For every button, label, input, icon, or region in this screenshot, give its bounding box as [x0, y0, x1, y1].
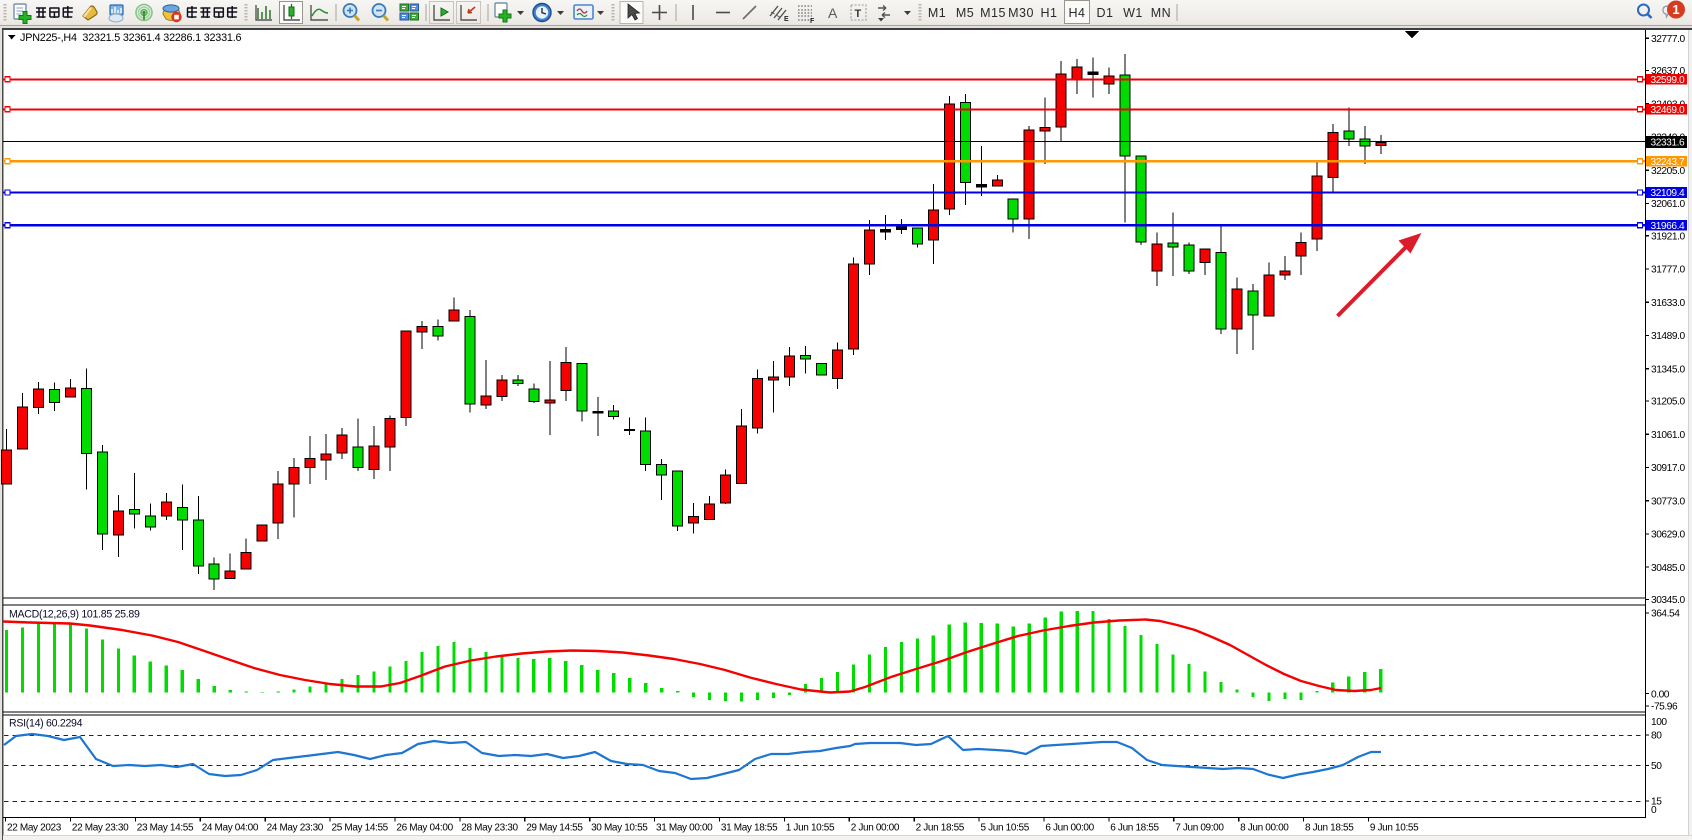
- svg-text:2 Jun 00:00: 2 Jun 00:00: [851, 823, 900, 834]
- svg-text:31489.0: 31489.0: [1651, 331, 1685, 342]
- svg-text:6 Jun 18:55: 6 Jun 18:55: [1110, 823, 1159, 834]
- svg-text:9 Jun 10:55: 9 Jun 10:55: [1370, 823, 1419, 834]
- svg-text:T: T: [855, 8, 862, 20]
- svg-text:30485.0: 30485.0: [1651, 563, 1685, 574]
- svg-text:31 May 00:00: 31 May 00:00: [656, 823, 713, 834]
- svg-text:29 May 14:55: 29 May 14:55: [526, 823, 583, 834]
- svg-text:31061.0: 31061.0: [1651, 430, 1685, 441]
- svg-text:30 May 10:55: 30 May 10:55: [591, 823, 648, 834]
- svg-text:24 May 04:00: 24 May 04:00: [202, 823, 259, 834]
- svg-text:H4: H4: [1069, 6, 1086, 20]
- svg-text:7 Jun 09:00: 7 Jun 09:00: [1175, 823, 1224, 834]
- svg-text:22 May 23:30: 22 May 23:30: [72, 823, 129, 834]
- svg-text:0.00: 0.00: [1651, 689, 1670, 700]
- svg-text:80: 80: [1651, 731, 1662, 742]
- svg-text:31633.0: 31633.0: [1651, 298, 1685, 309]
- svg-text:100: 100: [1651, 717, 1667, 728]
- svg-text:32243.7: 32243.7: [1651, 157, 1685, 168]
- svg-text:RSI(14) 60.2294: RSI(14) 60.2294: [9, 718, 83, 730]
- svg-text:31966.4: 31966.4: [1651, 221, 1685, 232]
- svg-text:32205.0: 32205.0: [1651, 166, 1685, 177]
- svg-text:24 May 23:30: 24 May 23:30: [267, 823, 324, 834]
- svg-text:A: A: [828, 5, 838, 21]
- svg-text:MN: MN: [1151, 6, 1171, 20]
- svg-text:30345.0: 30345.0: [1651, 595, 1685, 606]
- svg-text:28 May 23:30: 28 May 23:30: [461, 823, 518, 834]
- svg-text:-75.96: -75.96: [1651, 702, 1678, 713]
- svg-text:26 May 04:00: 26 May 04:00: [396, 823, 453, 834]
- svg-text:D1: D1: [1097, 6, 1114, 20]
- svg-text:25 May 14:55: 25 May 14:55: [332, 823, 389, 834]
- svg-text:M30: M30: [1008, 6, 1034, 20]
- svg-text:31205.0: 31205.0: [1651, 397, 1685, 408]
- svg-text:31 May 18:55: 31 May 18:55: [721, 823, 778, 834]
- svg-text:31345.0: 31345.0: [1651, 364, 1685, 375]
- svg-text:32637.0: 32637.0: [1651, 66, 1685, 77]
- svg-text:1 Jun 10:55: 1 Jun 10:55: [786, 823, 835, 834]
- svg-text:5 Jun 10:55: 5 Jun 10:55: [981, 823, 1030, 834]
- svg-text:1: 1: [1672, 2, 1679, 17]
- svg-text:W1: W1: [1123, 6, 1143, 20]
- svg-text:30917.0: 30917.0: [1651, 463, 1685, 474]
- svg-text:15: 15: [1651, 797, 1662, 808]
- svg-text:32777.0: 32777.0: [1651, 34, 1685, 45]
- svg-text:30773.0: 30773.0: [1651, 496, 1685, 507]
- svg-text:E: E: [784, 16, 789, 23]
- svg-text:M5: M5: [956, 6, 974, 20]
- svg-text:H1: H1: [1041, 6, 1058, 20]
- svg-text:0: 0: [1651, 805, 1657, 816]
- svg-text:31777.0: 31777.0: [1651, 265, 1685, 276]
- svg-text:50: 50: [1651, 761, 1662, 772]
- svg-text:23 May 14:55: 23 May 14:55: [137, 823, 194, 834]
- svg-text:32061.0: 32061.0: [1651, 199, 1685, 210]
- svg-text:32331.6: 32331.6: [1651, 138, 1685, 149]
- svg-text:F: F: [810, 18, 815, 25]
- svg-text:8 Jun 00:00: 8 Jun 00:00: [1240, 823, 1289, 834]
- svg-text:8 Jun 18:55: 8 Jun 18:55: [1305, 823, 1354, 834]
- svg-text:2 Jun 18:55: 2 Jun 18:55: [916, 823, 965, 834]
- svg-text:M15: M15: [980, 6, 1006, 20]
- svg-text:30629.0: 30629.0: [1651, 530, 1685, 541]
- svg-text:MACD(12,26,9) 101.85 25.89: MACD(12,26,9) 101.85 25.89: [9, 609, 140, 621]
- svg-text:31921.0: 31921.0: [1651, 232, 1685, 243]
- svg-text:JPN225-,H4 32321.5 32361.4 32: JPN225-,H4 32321.5 32361.4 32286.1 32331…: [20, 32, 242, 44]
- svg-text:364.54: 364.54: [1651, 609, 1680, 620]
- svg-text:32469.0: 32469.0: [1651, 105, 1685, 116]
- svg-text:32109.4: 32109.4: [1651, 188, 1685, 199]
- svg-text:32599.0: 32599.0: [1651, 75, 1685, 86]
- svg-text:6 Jun 00:00: 6 Jun 00:00: [1045, 823, 1094, 834]
- svg-text:22 May 2023: 22 May 2023: [7, 823, 62, 834]
- svg-text:M1: M1: [928, 6, 946, 20]
